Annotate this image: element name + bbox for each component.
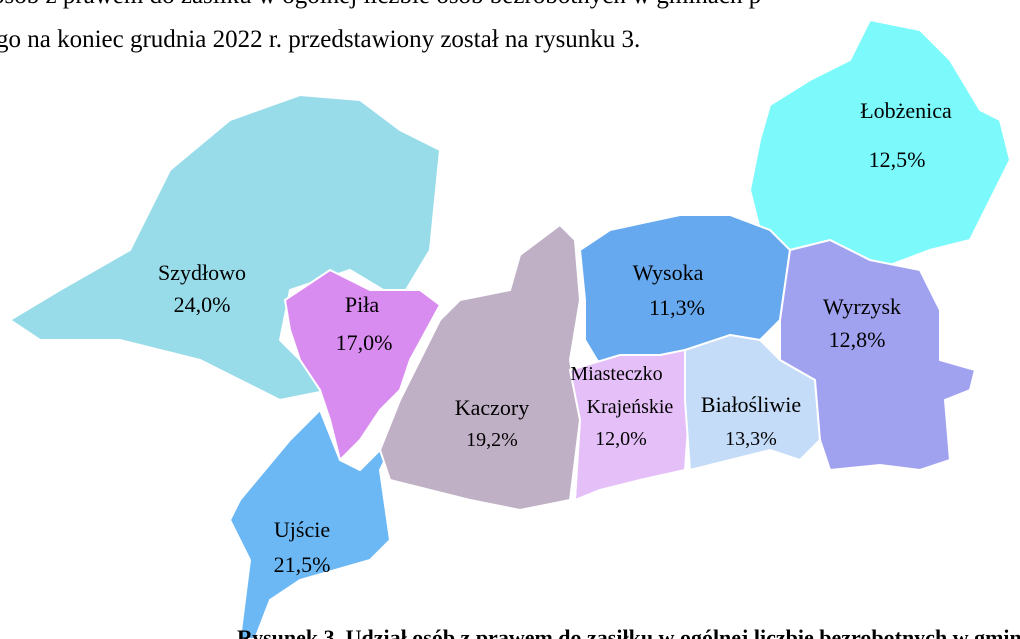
region-name: Kaczory (455, 395, 530, 420)
region-name: Białośliwie (701, 392, 801, 417)
region-name-line: Krajeńskie (587, 396, 674, 418)
region-name: Wyrzysk (823, 294, 901, 319)
region-pila (283, 268, 442, 462)
region-name: Szydłowo (158, 260, 246, 285)
region-share: 11,3% (649, 295, 705, 320)
region-name: Piła (345, 292, 379, 317)
region-name: Wysoka (633, 260, 704, 285)
region-name: Łobżenica (860, 98, 952, 123)
region-ujscie (228, 408, 401, 639)
region-share: 12,5% (869, 147, 926, 172)
region-bialosliwie (684, 333, 822, 472)
region-share: 17,0% (336, 330, 393, 355)
region-share: 12,8% (829, 327, 886, 352)
intro-line: go na koniec grudnia 2022 r. przedstawio… (0, 26, 640, 53)
region-share: 13,3% (725, 428, 777, 450)
region-share: 19,2% (466, 429, 518, 451)
region-name: Miasteczko Krajeńskie (570, 363, 673, 418)
region-share: 12,0% (595, 428, 647, 450)
region-lobzenica (748, 18, 1012, 267)
region-name: Ujście (274, 517, 330, 542)
region-share: 24,0% (174, 292, 231, 317)
region-szydlowo (8, 93, 442, 402)
region-kaczory (378, 223, 582, 512)
region-share: 21,5% (274, 552, 331, 577)
region-miasteczko (568, 348, 692, 502)
region-wyrzysk (779, 238, 977, 472)
region-name-line: Miasteczko (570, 363, 662, 385)
intro-line: osób z prawem do zasiłku w ogólnej liczb… (0, 0, 761, 9)
caption: Rysunek 3. Udział osób z prawem do zasił… (237, 625, 1020, 639)
